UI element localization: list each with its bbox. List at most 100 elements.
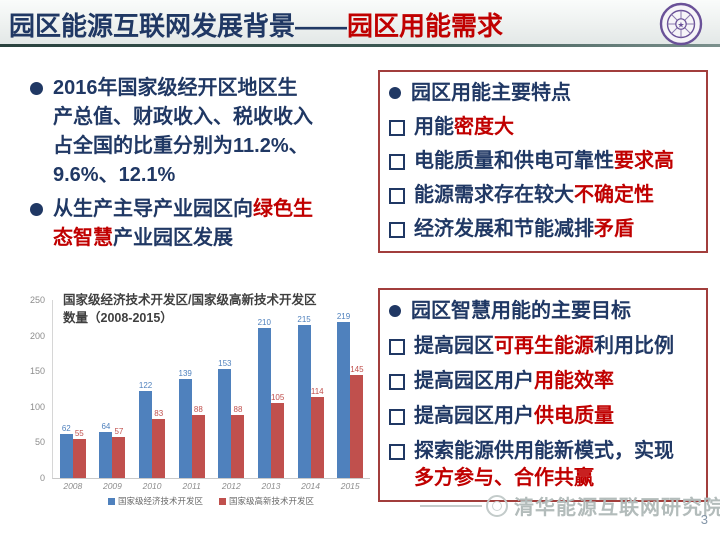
box-item-text: 提高园区用户供电质量 [414, 403, 686, 430]
bar-rect [139, 391, 153, 478]
chart-bars: 62 55 2008 64 57 2009 122 83 2010 139 88 2011 153 88 2… [52, 300, 370, 491]
bar-value-label: 210 [257, 318, 271, 328]
text-segment: 绿色生态智慧 [53, 198, 313, 249]
text-segment: 用能效率 [534, 370, 614, 392]
x-tick-label: 2012 [221, 481, 241, 491]
bar-rect [231, 415, 245, 478]
bar-group: 62 55 2008 [53, 300, 93, 491]
x-tick-label: 2008 [63, 481, 83, 491]
box-item-text: 电能质量和供电可靠性要求高 [414, 148, 686, 175]
bar: 88 [231, 405, 245, 478]
bar: 210 [258, 318, 271, 478]
bar: 145 [350, 365, 364, 478]
text-segment: 提高园区 [414, 335, 494, 357]
bar: 219 [337, 312, 350, 478]
bar-rect [152, 418, 166, 478]
box-item: 能源需求存在较大不确定性 [389, 182, 697, 209]
x-tick-label: 2010 [142, 481, 162, 491]
checkbox-marker-icon [389, 119, 405, 136]
text-segment: 2016年国家级经开区地区生产总值、财政收入、税收收入占全国的比重分别为11.2… [53, 77, 313, 186]
box-item-text: 提高园区可再生能源利用比例 [414, 333, 686, 360]
bar: 114 [310, 386, 324, 478]
bar-value-label: 88 [193, 405, 203, 415]
x-tick-label: 2009 [102, 481, 122, 491]
bar-value-label: 88 [233, 405, 243, 415]
bar-group: 64 57 2009 [93, 300, 133, 491]
bar-rect [257, 328, 271, 478]
checkbox-marker-icon [389, 153, 405, 170]
text-segment: 利用比例 [594, 335, 674, 357]
box-item: 用能密度大 [389, 114, 697, 141]
bar-value-label: 139 [178, 369, 192, 379]
page-title: 园区能源互联网发展背景——园区用能需求 [9, 6, 503, 43]
box-item-text: 经济发展和节能减排矛盾 [414, 216, 686, 243]
bar: 215 [297, 315, 311, 478]
box-item: 提高园区用户用能效率 [389, 368, 697, 395]
bar-value-label: 83 [154, 408, 164, 418]
bar-group: 139 88 2011 [172, 300, 212, 491]
box-title: 园区用能主要特点 [389, 80, 697, 107]
text-segment: 矛盾 [594, 218, 634, 241]
chart-y-axis: 0 50 100 150 200 250 [24, 295, 50, 483]
checkbox-marker-icon [389, 409, 405, 425]
header-bar [0, 0, 720, 44]
bullet-item: 从生产主导产业园区向绿色生态智慧产业园区发展 [30, 195, 370, 253]
bar-rect [218, 369, 232, 478]
bar: 139 [179, 369, 192, 478]
bar-value-label: 219 [336, 312, 351, 322]
x-tick-label: 2015 [340, 481, 360, 491]
watermark-text: 清华能源互联网研究院 [514, 497, 720, 519]
bar-group: 153 88 2012 [212, 300, 252, 491]
legend-swatch [219, 497, 226, 505]
bar-rect [271, 403, 285, 478]
bar-value-label: 64 [101, 422, 111, 432]
bar-value-label: 153 [218, 359, 232, 369]
bar: 57 [112, 427, 126, 478]
box-item-text: 用能密度大 [414, 114, 686, 141]
bar-value-label: 55 [74, 428, 84, 438]
checkbox-marker-icon [389, 444, 405, 460]
watermark: 清华能源互联网研究院 [420, 491, 720, 520]
chart-plot-area: 0 50 100 150 200 250 62 55 2008 64 57 2009 122 83 201… [24, 295, 370, 507]
bar-value-label: 114 [310, 386, 324, 396]
bar: 88 [191, 405, 205, 478]
development-zones-chart: 国家级经济技术开发区/国家级高新技术开发区数量（2008-2015） 0 50 10… [24, 286, 374, 532]
bar-rect [112, 437, 126, 478]
bar: 64 [99, 422, 113, 478]
bar: 62 [59, 424, 73, 478]
box-item-text: 能源需求存在较大不确定性 [414, 182, 686, 209]
bar-rect [59, 433, 73, 478]
box-item: 探索能源供用能新模式，实现 多方参与、合作共赢 [389, 438, 697, 492]
text-segment: 密度大 [454, 115, 514, 138]
y-tick-label: 150 [29, 366, 45, 377]
bar: 153 [218, 359, 231, 478]
box-item: 经济发展和节能减排矛盾 [389, 216, 697, 243]
watermark-line [420, 504, 482, 507]
bar: 105 [271, 393, 284, 478]
text-segment: 从生产主导产业园区向 [53, 198, 253, 220]
bullet-text: 从生产主导产业园区向绿色生态智慧产业园区发展 [53, 195, 317, 253]
page-number: 3 [700, 512, 708, 527]
checkbox-marker-icon [389, 222, 405, 239]
text-segment: 经济发展和节能减排 [414, 218, 594, 241]
tsinghua-logo-icon: ★ [658, 1, 704, 47]
box-item: 提高园区用户供电质量 [389, 403, 697, 430]
y-tick-label: 0 [39, 473, 45, 483]
bar-rect [337, 322, 350, 478]
box-item: 提高园区可再生能源利用比例 [389, 333, 697, 360]
box-title: 园区智慧用能的主要目标 [389, 298, 697, 325]
checkbox-marker-icon [389, 188, 405, 205]
bullet-dot-icon [30, 82, 43, 95]
left-bullet-list: 2016年国家级经开区地区生产总值、财政收入、税收收入占全国的比重分别为11.2… [30, 74, 370, 258]
bar: 122 [139, 381, 152, 478]
legend-label: 国家级经济技术开发区 [117, 496, 203, 506]
legend-label: 国家级高新技术开发区 [229, 496, 315, 506]
bar-rect [99, 432, 113, 478]
text-segment: 探索能源供用能新模式，实现 [414, 440, 674, 462]
text-segment: 要求高 [614, 149, 674, 172]
page-title-main: 园区能源互联网发展背景—— [9, 11, 348, 41]
chart-legend: 国家级经济技术开发区 国家级高新技术开发区 [52, 495, 370, 507]
text-segment: 多方参与、合作共赢 [414, 467, 594, 489]
bar: 55 [72, 428, 86, 478]
